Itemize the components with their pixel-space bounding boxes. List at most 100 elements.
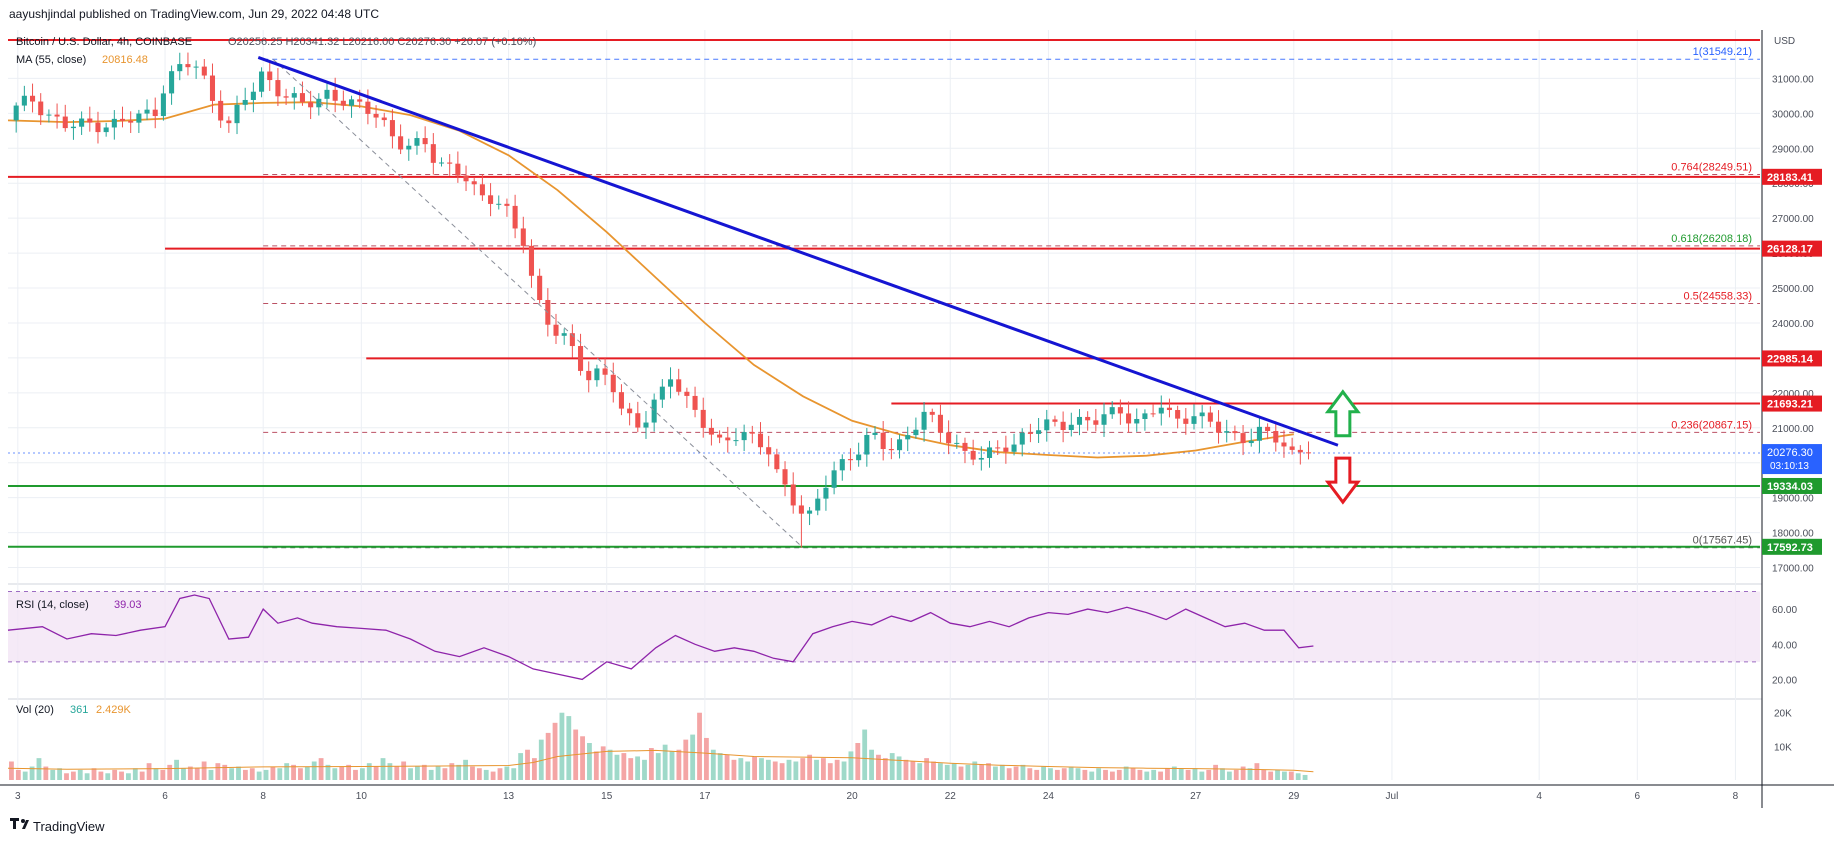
volume-bar xyxy=(552,722,558,780)
rsi-pane xyxy=(7,591,1760,681)
candle-body xyxy=(267,71,273,81)
volume-bar xyxy=(1061,768,1067,780)
volume-bar xyxy=(43,766,49,780)
volume-bar xyxy=(1096,768,1102,780)
support-price-label: 19334.03 xyxy=(1767,481,1813,493)
volume-bar xyxy=(807,754,813,780)
footer-brand: TradingView xyxy=(33,819,105,834)
volume-bar xyxy=(1034,769,1040,780)
volume-bar xyxy=(456,764,462,780)
candle-body xyxy=(749,432,755,434)
volume-bar xyxy=(531,758,537,780)
candle-body xyxy=(897,439,903,451)
volume-bar xyxy=(105,773,111,780)
candle-body xyxy=(422,138,428,145)
volume-bar xyxy=(855,743,861,780)
volume-bar xyxy=(84,773,90,780)
published-line: aayushjindal published on TradingView.co… xyxy=(9,7,379,21)
candle-body xyxy=(872,432,878,435)
symbol-title[interactable]: Bitcoin / U.S. Dollar, 4h, COINBASE xyxy=(16,36,192,48)
volume-bar xyxy=(1206,769,1212,780)
candle-body xyxy=(1232,431,1238,434)
volume-bar xyxy=(545,732,551,780)
time-axis[interactable]: 3 6 8 10 13 15 17 20 22 24 27 29 Jul 4 6 8 xyxy=(15,791,1739,802)
volume-bar xyxy=(635,756,641,780)
candle-body xyxy=(1207,412,1213,422)
volume-bar xyxy=(848,751,854,780)
volume-bar xyxy=(876,754,881,780)
candle-body xyxy=(937,414,943,433)
candle-body xyxy=(348,99,355,106)
volume-bar xyxy=(882,758,888,780)
time-tick-label: 8 xyxy=(1733,791,1739,802)
time-tick-label: 13 xyxy=(503,791,515,802)
volume-bar xyxy=(518,753,524,780)
candle-body xyxy=(455,163,461,176)
candle-body xyxy=(741,432,747,441)
volume-bar xyxy=(311,761,317,780)
price-tick-label: 17000.00 xyxy=(1772,564,1814,575)
volume-bar xyxy=(793,761,799,780)
volume-bar xyxy=(910,761,916,780)
candle-body xyxy=(111,118,117,128)
volume-bar xyxy=(924,758,930,780)
volume-bar xyxy=(600,746,606,780)
volume-bar xyxy=(277,768,283,780)
candle-body xyxy=(365,101,371,114)
candle-body xyxy=(651,399,657,423)
volume-label[interactable]: Vol (20) xyxy=(16,704,54,716)
candle-body xyxy=(946,432,952,444)
rsi-label[interactable]: RSI (14, close) xyxy=(16,599,89,611)
volume-bar xyxy=(284,763,290,780)
candle-body xyxy=(1281,442,1287,447)
volume-bar xyxy=(889,753,895,780)
volume-tick-label: 10K xyxy=(1774,742,1792,753)
candle-body xyxy=(1273,430,1279,443)
volume-bar xyxy=(167,764,173,780)
volume-bar xyxy=(208,769,214,780)
candle-body xyxy=(504,203,510,206)
volume-bar xyxy=(1226,771,1232,780)
candle-body xyxy=(1093,420,1099,425)
candle-body xyxy=(79,118,85,127)
volume-bar xyxy=(662,744,668,780)
volume-ma-line xyxy=(7,749,1314,773)
fib-level-label: 1(31549.21) xyxy=(1693,46,1752,58)
candle-body xyxy=(13,105,19,121)
candle-body xyxy=(430,144,436,163)
price-tick-label: 18000.00 xyxy=(1772,529,1814,540)
candle-body xyxy=(627,408,633,414)
candle-body xyxy=(1297,449,1303,453)
candle-body xyxy=(144,109,150,114)
candle-body xyxy=(406,145,412,150)
volume-bar xyxy=(387,763,393,780)
price-tick-label: 22000.00 xyxy=(1772,389,1814,400)
candle-body xyxy=(136,113,142,123)
volume-bar xyxy=(538,739,544,780)
volume-bar xyxy=(1295,773,1301,780)
candle-body xyxy=(1003,447,1009,452)
time-tick-label: 4 xyxy=(1536,791,1542,802)
candle-body xyxy=(177,64,183,72)
candle-body xyxy=(1256,426,1262,441)
candle-body xyxy=(905,435,911,440)
price-axis[interactable]: 17000.0018000.0019000.0020000.0021000.00… xyxy=(1762,74,1822,753)
volume-bar xyxy=(504,766,510,780)
volume-bar xyxy=(683,739,689,780)
volume-bar xyxy=(187,766,193,780)
rsi-line xyxy=(7,594,1314,681)
resistance-price-tag xyxy=(1762,168,1822,185)
volume-bar xyxy=(126,773,131,780)
volume-bar xyxy=(1041,766,1046,780)
volume-bar xyxy=(717,753,723,780)
volume-bar xyxy=(421,764,427,780)
support-price-label: 17592.73 xyxy=(1767,542,1813,554)
volume-bar xyxy=(346,764,352,780)
volume-ma-value: 2.429K xyxy=(96,704,132,716)
support-price-tag xyxy=(1762,477,1822,494)
volume-bar xyxy=(1288,771,1294,780)
candle-body xyxy=(152,109,158,117)
ma-label[interactable]: MA (55, close) xyxy=(16,54,86,66)
volume-bar xyxy=(958,766,964,780)
candle-body xyxy=(1011,444,1017,452)
